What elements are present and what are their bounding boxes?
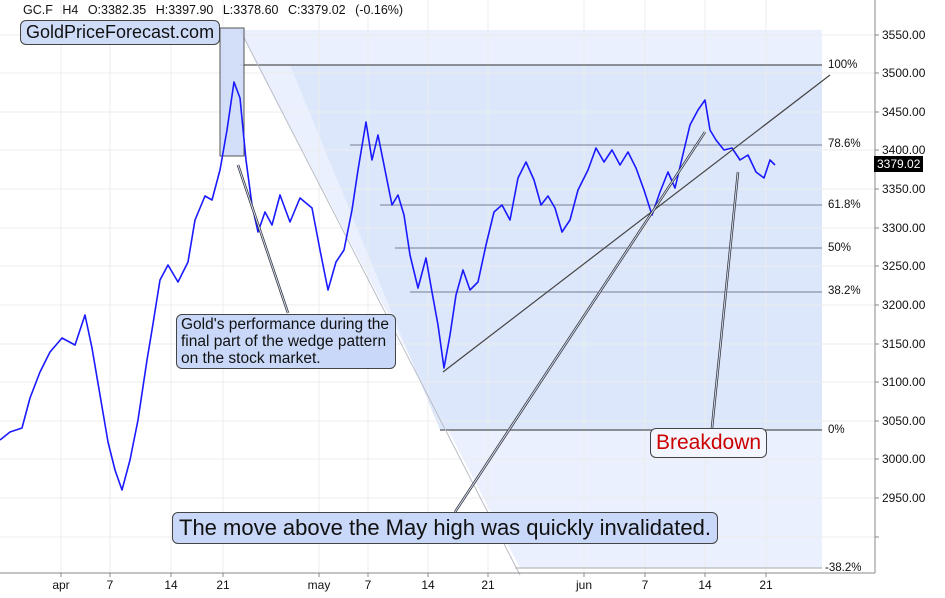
x-tick: 7 bbox=[106, 578, 114, 592]
y-tick: 3350.00 bbox=[882, 182, 926, 196]
y-tick: 3300.00 bbox=[882, 221, 926, 235]
y-tick: 3000.00 bbox=[882, 452, 926, 466]
annotation-wedge: Gold's performance during the final part… bbox=[176, 314, 396, 369]
ohlc-header: GC.F H4 O:3382.35 H:3397.90 L:3378.60 C:… bbox=[23, 3, 409, 17]
timeframe: H4 bbox=[62, 3, 79, 17]
pointer-may-high-inner bbox=[454, 131, 706, 513]
y-tick: 3050.00 bbox=[882, 414, 926, 428]
y-axis-ticks bbox=[875, 34, 879, 538]
x-tick: apr bbox=[52, 578, 70, 592]
watermark-logo: GoldPriceForecast.com bbox=[20, 20, 221, 45]
annotation-may-high: The move above the May high was quickly … bbox=[172, 512, 718, 544]
x-tick: may bbox=[307, 578, 331, 592]
pointer-breakdown-inner bbox=[711, 171, 739, 429]
fib-label: 50% bbox=[828, 242, 852, 254]
trend-line-rising bbox=[442, 74, 831, 373]
symbol: GC.F bbox=[23, 3, 53, 17]
grid bbox=[0, 0, 875, 573]
y-tick: 3100.00 bbox=[882, 375, 926, 389]
x-tick: 14 bbox=[164, 578, 178, 592]
y-tick: 3150.00 bbox=[882, 337, 926, 351]
x-tick: 14 bbox=[698, 578, 712, 592]
x-tick: jun bbox=[575, 578, 593, 592]
pointer-wedge-inner bbox=[237, 164, 289, 314]
x-tick: 7 bbox=[641, 578, 649, 592]
x-tick: 21 bbox=[481, 578, 495, 592]
y-tick: 2950.00 bbox=[882, 491, 926, 505]
x-tick: 7 bbox=[364, 578, 372, 592]
y-tick: 3400.00 bbox=[882, 143, 926, 157]
y-tick: 3250.00 bbox=[882, 259, 926, 273]
x-tick: 21 bbox=[216, 578, 230, 592]
y-tick: 3500.00 bbox=[882, 66, 926, 80]
y-tick: 3550.00 bbox=[882, 28, 926, 42]
x-tick: 21 bbox=[759, 578, 773, 592]
low-value: L:3378.60 bbox=[222, 3, 279, 17]
last-price-tag: 3379.02 bbox=[874, 156, 924, 172]
fib-label: 61.8% bbox=[828, 199, 861, 211]
fib-label: 100% bbox=[828, 59, 858, 71]
y-tick: 3450.00 bbox=[882, 105, 926, 119]
top-highlight-box bbox=[219, 27, 245, 157]
fib-label: 78.6% bbox=[828, 138, 861, 150]
change-value: (-0.16%) bbox=[355, 3, 404, 17]
fib-label: 38.2% bbox=[828, 285, 861, 297]
fib-label: 0% bbox=[828, 424, 845, 436]
x-tick: 14 bbox=[421, 578, 435, 592]
close-value: C:3379.02 bbox=[287, 3, 346, 17]
y-tick: 3200.00 bbox=[882, 298, 926, 312]
open-value: O:3382.35 bbox=[87, 3, 147, 17]
annotation-breakdown: Breakdown bbox=[650, 428, 768, 458]
x-axis-ticks bbox=[60, 573, 767, 577]
high-value: H:3397.90 bbox=[155, 3, 214, 17]
fib-label: -38.2% bbox=[825, 562, 862, 574]
